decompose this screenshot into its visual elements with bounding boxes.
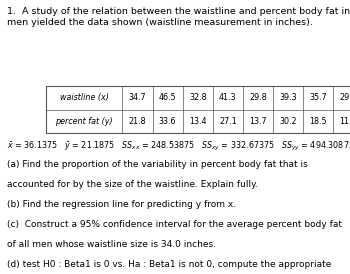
- Text: (c)  Construct a 95% confidence interval for the average percent body fat: (c) Construct a 95% confidence interval …: [7, 220, 342, 229]
- Text: 30.2: 30.2: [279, 117, 297, 126]
- Text: of all men whose waistline size is 34.0 inches.: of all men whose waistline size is 34.0 …: [7, 240, 216, 249]
- Text: 46.5: 46.5: [159, 93, 176, 102]
- Text: (b) Find the regression line for predicting y from x.: (b) Find the regression line for predict…: [7, 200, 236, 209]
- Text: 34.7: 34.7: [129, 93, 146, 102]
- Text: 27.1: 27.1: [219, 117, 237, 126]
- Text: 11.2: 11.2: [340, 117, 350, 126]
- Text: 32.8: 32.8: [189, 93, 206, 102]
- Text: $\bar{x}$ = 36.1375   $\bar{y}$ = 21.1875   $SS_{xx}$ = 248.53875   $SS_{xy}$ = : $\bar{x}$ = 36.1375 $\bar{y}$ = 21.1875 …: [7, 140, 350, 153]
- Text: 39.3: 39.3: [279, 93, 297, 102]
- Text: 18.5: 18.5: [309, 117, 327, 126]
- Text: 13.7: 13.7: [249, 117, 267, 126]
- Text: 13.4: 13.4: [189, 117, 206, 126]
- Text: 35.7: 35.7: [309, 93, 327, 102]
- Text: 33.6: 33.6: [159, 117, 176, 126]
- Text: percent fat (y): percent fat (y): [55, 117, 113, 126]
- Text: men yielded the data shown (waistline measurement in inches).: men yielded the data shown (waistline me…: [7, 18, 313, 27]
- Text: (a) Find the proportion of the variability in percent body fat that is: (a) Find the proportion of the variabili…: [7, 160, 308, 169]
- Text: accounted for by the size of the waistline. Explain fully.: accounted for by the size of the waistli…: [7, 180, 258, 189]
- Text: 29.0: 29.0: [340, 93, 350, 102]
- FancyBboxPatch shape: [46, 86, 350, 133]
- Text: 29.8: 29.8: [249, 93, 267, 102]
- Text: 1.  A study of the relation between the waistline and percent body fat in: 1. A study of the relation between the w…: [7, 7, 350, 16]
- Text: waistline (x): waistline (x): [60, 93, 108, 102]
- Text: 21.8: 21.8: [129, 117, 146, 126]
- Text: (d) test H0 : Beta1 is 0 vs. Ha : Beta1 is not 0, compute the appropriate: (d) test H0 : Beta1 is 0 vs. Ha : Beta1 …: [7, 260, 331, 269]
- Text: 41.3: 41.3: [219, 93, 237, 102]
